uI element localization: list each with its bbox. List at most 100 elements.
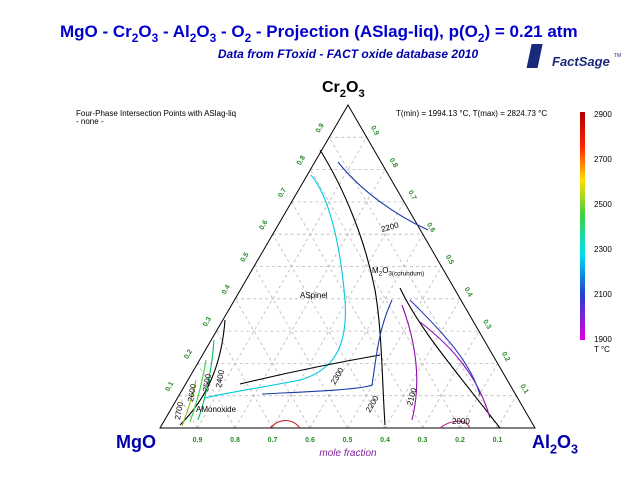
subscript: 3 — [152, 31, 159, 45]
bottom-tick-label: 0.9 — [193, 437, 203, 444]
vertex-label: Cr2O3 — [322, 79, 365, 100]
bottom-tick-label: 0.2 — [455, 437, 465, 444]
axis-label: mole fraction — [319, 448, 377, 459]
right-tick-label: 0.8 — [388, 157, 399, 169]
right-tick-label: 0.7 — [406, 189, 417, 201]
right-tick-label: 0.3 — [481, 319, 492, 331]
right-tick-label: 0.4 — [462, 286, 473, 298]
title: MgO - Cr2O3 - Al2O3 - O2 - Projection (A… — [60, 22, 578, 45]
subscript: 2 — [379, 271, 383, 278]
info-text: T(min) = 1994.13 °C, T(max) = 2824.73 °C — [396, 109, 547, 118]
text-part: ) = 0.21 atm — [485, 22, 578, 41]
subscript: 2 — [478, 31, 485, 45]
isotherm-label: 2200 — [380, 220, 400, 233]
region-label: ASpinel — [300, 291, 328, 300]
text-part: O — [196, 22, 209, 41]
grid-line — [197, 137, 368, 429]
grid-line — [234, 169, 386, 429]
subscript: 2 — [190, 31, 197, 45]
left-tick-label: 0.5 — [240, 251, 251, 263]
bottom-tick-label: 0.4 — [380, 437, 390, 444]
info-text: - none - — [76, 117, 104, 126]
subscript: 2 — [245, 31, 252, 45]
text-part: MgO - Cr — [60, 22, 132, 41]
colorbar-label: 1900 — [594, 335, 612, 344]
text-part: O — [557, 432, 571, 452]
subscript: 3(corundum) — [388, 271, 424, 278]
bottom-tick-label: 0.5 — [343, 437, 353, 444]
isotherm-label: 2000 — [452, 417, 470, 426]
grid-line — [347, 266, 442, 429]
text-part: Cr — [322, 79, 340, 96]
colorbar — [580, 112, 585, 340]
grid-line — [459, 363, 498, 429]
isotherm-label: 2400 — [214, 369, 226, 389]
right-tick-label: 0.5 — [444, 254, 455, 266]
vertex-label: MgO — [116, 432, 156, 452]
bottom-tick-label: 0.8 — [230, 437, 240, 444]
subscript: 3 — [571, 442, 578, 456]
subscript: 2 — [340, 88, 346, 100]
subscript: 3 — [210, 31, 217, 45]
text-part: O — [346, 79, 358, 96]
grid-line — [422, 330, 480, 429]
colorbar-label: 2500 — [594, 200, 612, 209]
text-part: - O — [216, 22, 244, 41]
isotherm-label: 2700 — [173, 401, 185, 421]
right-tick-label: 0.1 — [519, 383, 530, 395]
isotherms — [179, 149, 501, 429]
left-tick-label: 0.3 — [202, 316, 213, 328]
grid-line — [178, 395, 198, 429]
logo: FactSage TM — [526, 44, 621, 69]
bottom-tick-label: 0.1 — [493, 437, 503, 444]
colorbar-label: 2100 — [594, 290, 612, 299]
text-part: - Projection (ASlag-liq), p(O — [251, 22, 478, 41]
grid-line — [272, 201, 405, 429]
right-tick-label: 0.2 — [500, 351, 511, 363]
isotherm-label: 2500 — [201, 373, 213, 393]
left-tick-label: 0.4 — [221, 284, 232, 296]
colorbar-unit: T °C — [594, 345, 610, 354]
colorbar-label: 2300 — [594, 245, 612, 254]
left-tick-label: 0.2 — [183, 348, 194, 360]
grid-line — [310, 169, 461, 429]
triangle — [159, 104, 536, 429]
grid-line — [234, 298, 311, 429]
left-tick-label: 0.1 — [164, 381, 175, 393]
right-tick-label: 0.6 — [425, 222, 436, 234]
left-tick-label: 0.6 — [258, 219, 269, 231]
vertex-label: Al2O3 — [532, 432, 578, 456]
grid-line — [497, 395, 517, 429]
text-part: - Al — [158, 22, 189, 41]
grid-line — [384, 298, 461, 429]
text-part: M — [372, 266, 379, 275]
left-tick-label: 0.8 — [296, 155, 307, 167]
subscript: 2 — [132, 31, 139, 45]
isotherm-label: 2600 — [186, 383, 198, 403]
grid-line — [216, 330, 273, 429]
info-text: Four-Phase Intersection Points with ASla… — [76, 109, 236, 118]
bottom-tick-label: 0.7 — [268, 437, 278, 444]
isotherm-label: 2300 — [329, 366, 346, 386]
logo-mark: TM — [614, 53, 621, 59]
left-tick-label: 0.9 — [315, 122, 326, 134]
text-part: O — [382, 266, 388, 275]
bottom-tick-label: 0.3 — [418, 437, 428, 444]
grid-line — [291, 201, 423, 429]
text-part: O — [138, 22, 151, 41]
grid — [178, 136, 517, 429]
right-tick-label: 0.9 — [369, 125, 380, 137]
grid-line — [328, 137, 498, 429]
logo-text: FactSage — [552, 54, 610, 69]
region-label: AMonoxide — [196, 405, 237, 414]
left-tick-label: 0.7 — [277, 187, 288, 199]
colorbar-label: 2900 — [594, 110, 612, 119]
text-part: Al — [532, 432, 550, 452]
bottom-tick-label: 0.6 — [305, 437, 315, 444]
subscript: 2 — [550, 442, 557, 456]
subscript: 3 — [358, 88, 364, 100]
subtitle: Data from FToxid - FACT oxide database 2… — [218, 47, 479, 61]
grid-line — [253, 266, 348, 429]
